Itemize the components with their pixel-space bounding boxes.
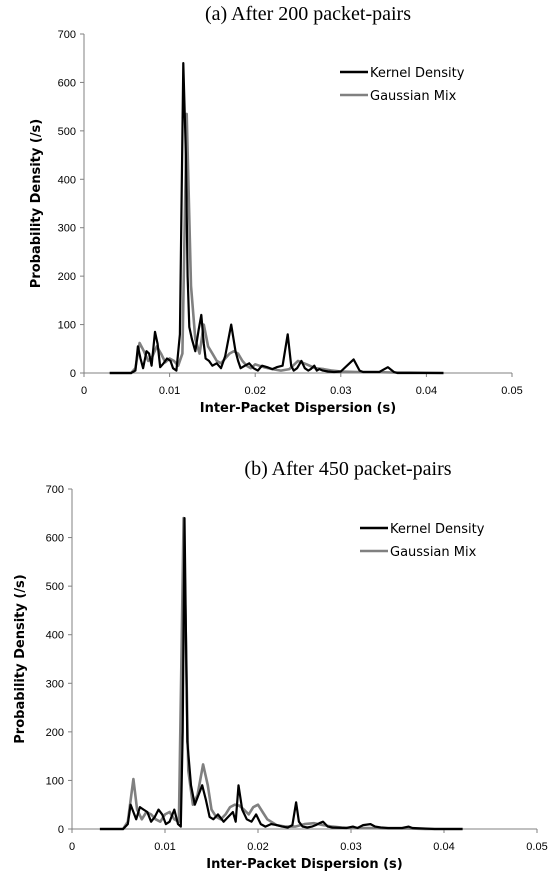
series-line-0 xyxy=(109,62,444,375)
y-tick-label: 300 xyxy=(58,223,76,235)
x-tick-label: 0.01 xyxy=(159,385,180,397)
x-tick-label: 0.04 xyxy=(433,841,454,853)
x-tick-label: 0.05 xyxy=(526,841,547,853)
x-tick-label: 0.03 xyxy=(340,841,361,853)
y-tick-label: 700 xyxy=(46,484,64,496)
y-tick-label: 400 xyxy=(46,630,64,642)
legend-label-0: Kernel Density xyxy=(390,522,485,537)
x-tick-label: 0.03 xyxy=(330,385,351,397)
y-tick-label: 0 xyxy=(58,824,64,836)
x-axis-label: Inter-Packet Dispersion (s) xyxy=(200,401,397,416)
y-tick-label: 600 xyxy=(46,533,64,545)
chart-title: (b) After 450 packet-pairs xyxy=(244,458,451,480)
x-tick-label: 0 xyxy=(69,841,75,853)
x-tick-label: 0.05 xyxy=(501,385,522,397)
y-tick-label: 600 xyxy=(58,77,76,89)
y-axis-label: Probability Density (/s) xyxy=(29,119,44,288)
y-tick-label: 500 xyxy=(46,581,64,593)
x-tick-label: 0.02 xyxy=(244,385,265,397)
x-tick-label: 0 xyxy=(81,385,87,397)
series-line-0 xyxy=(99,517,463,831)
y-tick-label: 100 xyxy=(58,320,76,332)
legend-label-0: Kernel Density xyxy=(370,66,465,81)
x-tick-label: 0.04 xyxy=(416,385,437,397)
series-line-1 xyxy=(109,112,444,375)
x-tick-label: 0.01 xyxy=(154,841,175,853)
x-tick-label: 0.02 xyxy=(247,841,268,853)
y-tick-label: 100 xyxy=(46,775,64,787)
chart-title: (a) After 200 packet-pairs xyxy=(205,3,411,25)
y-axis-label: Probability Density (/s) xyxy=(13,574,28,743)
y-tick-label: 200 xyxy=(58,271,76,283)
chart-panel-1: (b) After 450 packet-pairs 0 100 200 300 400 5… xyxy=(13,458,548,872)
series-line-1 xyxy=(99,516,463,831)
y-tick-label: 0 xyxy=(70,368,76,380)
x-axis-label: Inter-Packet Dispersion (s) xyxy=(206,857,403,872)
chart-panel-0: (a) After 200 packet-pairs 0 100 200 300 400 5… xyxy=(29,3,523,416)
y-tick-label: 200 xyxy=(46,727,64,739)
legend-label-1: Gaussian Mix xyxy=(390,545,477,560)
y-tick-label: 300 xyxy=(46,678,64,690)
legend-label-1: Gaussian Mix xyxy=(370,89,457,104)
y-tick-label: 700 xyxy=(58,29,76,41)
y-tick-label: 500 xyxy=(58,126,76,138)
y-tick-label: 400 xyxy=(58,174,76,186)
